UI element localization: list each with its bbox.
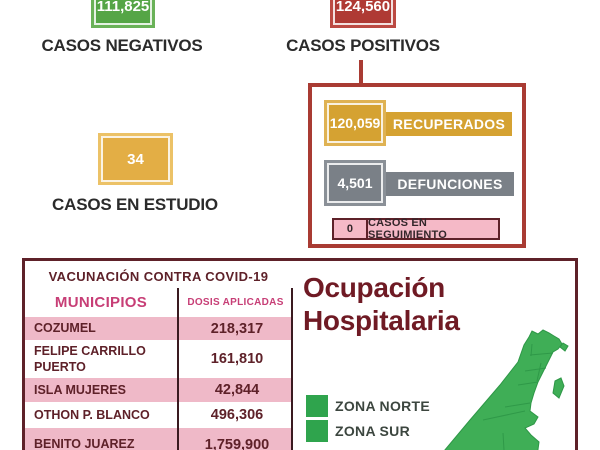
- table-row: ISLA MUJERES 42,844: [25, 378, 292, 402]
- north-island-shape: [559, 342, 569, 352]
- doses-value: 496,306: [210, 407, 264, 423]
- table-row: OTHON P. BLANCO 496,306: [25, 402, 292, 428]
- table-row: BENITO JUAREZ 1,759,900: [25, 428, 292, 450]
- table-row: FELIPE CARRILLO PUERTO 161,810: [25, 340, 292, 378]
- recovered-value: 120,059: [329, 115, 381, 131]
- connector-line: [359, 60, 363, 83]
- followup-value: 0: [332, 218, 368, 240]
- table-row: COZUMEL 218,317: [25, 317, 292, 340]
- column-header-municipios: MUNICIPIOS: [54, 294, 148, 311]
- positive-cases-value: 124,560: [335, 0, 391, 15]
- cases-under-study-label: CASOS EN ESTUDIO: [52, 195, 218, 214]
- zone-color-swatch-icon: [306, 420, 328, 442]
- cozumel-island-shape: [552, 377, 565, 399]
- vaccination-title: VACUNACIÓN CONTRA COVID-19: [48, 269, 269, 284]
- doses-value: 1,759,900: [204, 436, 270, 450]
- cases-under-study-value: 34: [127, 150, 144, 168]
- municipality-name: ISLA MUJERES: [34, 382, 126, 397]
- zone-label: ZONA NORTE: [335, 398, 431, 414]
- column-divider-line: [177, 288, 179, 450]
- municipality-name: COZUMEL: [34, 321, 96, 336]
- municipality-name: BENITO JUAREZ: [34, 437, 135, 450]
- state-shape: [444, 329, 563, 450]
- negative-cases-label: CASOS NEGATIVOS: [41, 36, 203, 55]
- doses-value: 161,810: [210, 351, 264, 367]
- cases-in-followup: 0 CASOS EN SEGUIMIENTO: [332, 217, 500, 241]
- municipality-name: OTHON P. BLANCO: [34, 407, 150, 422]
- quintana-roo-map: [444, 329, 569, 450]
- positive-cases-label: CASOS POSITIVOS: [286, 36, 440, 55]
- recovered-label-bar: RECUPERADOS: [386, 112, 512, 136]
- deaths-value-box: 4,501: [324, 160, 386, 206]
- legend-item: ZONA SUR: [306, 420, 430, 442]
- zone-legend: ZONA NORTE ZONA SUR: [306, 395, 430, 445]
- zone-color-swatch-icon: [306, 395, 328, 417]
- negative-cases-box: 111,825: [91, 0, 155, 28]
- cases-under-study-box: 34: [98, 133, 173, 185]
- followup-label: CASOS EN SEGUIMIENTO: [366, 217, 500, 241]
- positive-cases-detail-panel: 120,059 RECUPERADOS 4,501 DEFUNCIONES 0 …: [308, 83, 526, 248]
- hospital-title-line2: Hospitalaria: [303, 304, 460, 336]
- zone-label: ZONA SUR: [335, 423, 410, 439]
- municipality-borders: [482, 343, 554, 450]
- negative-cases-value: 111,825: [96, 0, 150, 15]
- deaths-label-bar: DEFUNCIONES: [386, 172, 514, 196]
- legend-item: ZONA NORTE: [306, 395, 430, 417]
- table-right-border-line: [291, 288, 293, 450]
- vaccination-table-header: MUNICIPIOS DOSIS APLICADAS: [25, 288, 292, 317]
- doses-value: 42,844: [214, 382, 260, 398]
- deaths-value: 4,501: [337, 175, 373, 191]
- hospital-occupancy-title: Ocupación Hospitalaria: [303, 272, 460, 338]
- hospital-title-line1: Ocupación: [303, 272, 445, 303]
- municipality-name: FELIPE CARRILLO PUERTO: [34, 343, 146, 374]
- positive-cases-box: 124,560: [330, 0, 396, 28]
- vaccination-table-body: COZUMEL 218,317 FELIPE CARRILLO PUERTO 1…: [25, 317, 292, 450]
- bottom-panel: VACUNACIÓN CONTRA COVID-19 MUNICIPIOS DO…: [22, 258, 578, 450]
- recovered-value-box: 120,059: [324, 100, 386, 146]
- doses-value: 218,317: [210, 320, 264, 337]
- column-header-dosis: DOSIS APLICADAS: [187, 297, 284, 308]
